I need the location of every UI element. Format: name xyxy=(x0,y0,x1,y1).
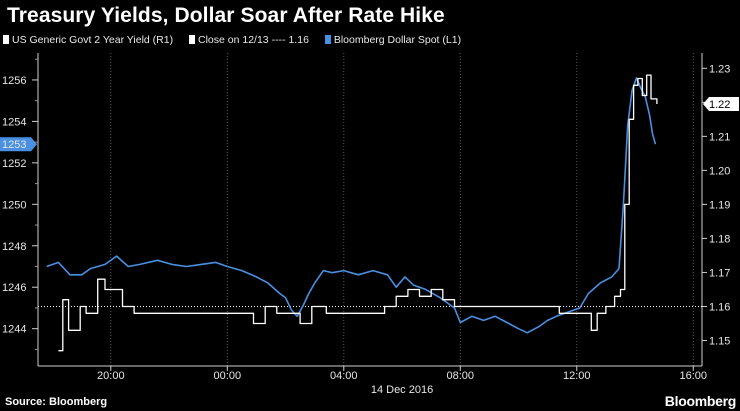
legend: US Generic Govt 2 Year Yield (R1) Close … xyxy=(3,34,474,46)
right-tick-label: 1.20 xyxy=(709,165,730,177)
x-date-label: 14 Dec 2016 xyxy=(371,384,433,396)
x-tick-label: 04:00 xyxy=(330,370,358,382)
legend-swatch-2y-yield xyxy=(3,35,9,44)
right-current-tag xyxy=(703,97,739,112)
left-current-label: 1253 xyxy=(2,139,26,151)
series-line-dollar-spot xyxy=(46,77,657,334)
x-tick-label: 00:00 xyxy=(214,370,242,382)
right-tick-label: 1.15 xyxy=(709,335,730,347)
left-current-tag xyxy=(0,137,37,152)
series-line-2y-yield xyxy=(58,74,658,352)
left-tick-label: 1244 xyxy=(2,324,26,336)
legend-swatch-close xyxy=(189,35,196,44)
chart-title: Treasury Yields, Dollar Soar After Rate … xyxy=(7,4,445,27)
right-tick-label: 1.19 xyxy=(709,199,730,211)
left-tick-label: 1246 xyxy=(2,282,26,294)
right-tick-label: 1.18 xyxy=(709,233,730,245)
left-tick-label: 1256 xyxy=(2,75,26,87)
left-tick-label: 1248 xyxy=(2,241,26,253)
left-tick-label: 1254 xyxy=(2,116,26,128)
legend-label-2y-yield: US Generic Govt 2 Year Yield (R1) xyxy=(12,34,174,46)
left-tick-label: 1252 xyxy=(2,158,26,170)
grid-layer xyxy=(110,53,694,366)
right-tick-label: 1.16 xyxy=(709,301,730,313)
right-tick-label: 1.21 xyxy=(709,131,730,143)
x-tick-label: 16:00 xyxy=(679,370,707,382)
legend-swatch-dollar-spot xyxy=(324,35,331,44)
right-tick-label: 1.17 xyxy=(709,267,730,279)
axis-layer xyxy=(32,53,707,371)
label-layer: 20:00 00:00 04:00 08:00 12:00 16:00 14 Dec 201… xyxy=(0,63,739,396)
legend-item-2y-yield: US Generic Govt 2 Year Yield (R1) xyxy=(3,34,173,46)
bloomberg-logo: Bloomberg xyxy=(664,393,737,409)
x-tick-label: 12:00 xyxy=(563,370,591,382)
legend-item-close: Close on 12/13 ---- 1.16 xyxy=(189,34,309,46)
legend-label-close: Close on 12/13 ---- 1.16 xyxy=(198,34,309,46)
x-tick-label: 20:00 xyxy=(97,370,125,382)
source-note: Source: Bloomberg xyxy=(5,396,108,408)
legend-item-dollar-spot: Bloomberg Dollar Spot (L1) xyxy=(324,34,462,46)
legend-label-dollar-spot: Bloomberg Dollar Spot (L1) xyxy=(333,34,462,46)
right-current-label: 1.22 xyxy=(709,99,730,111)
right-tick-label: 1.23 xyxy=(709,63,730,75)
x-tick-label: 08:00 xyxy=(447,370,475,382)
left-tick-label: 1250 xyxy=(2,199,26,211)
series-layer xyxy=(38,74,702,352)
